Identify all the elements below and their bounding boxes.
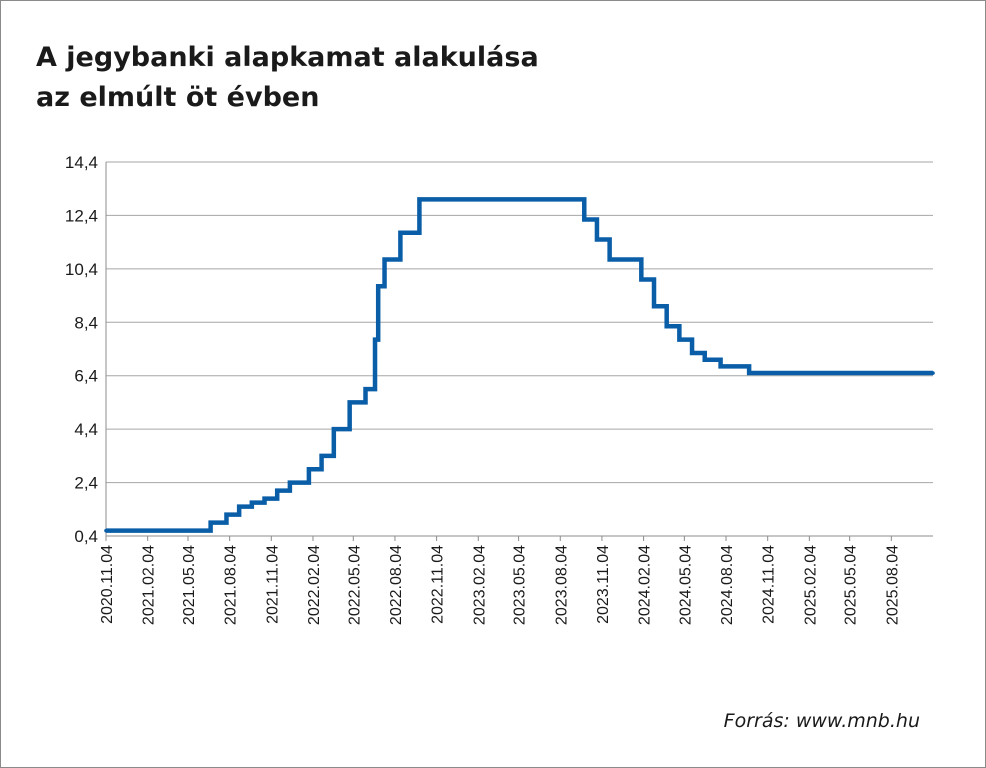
data-point-7	[288, 480, 292, 485]
data-point-13	[373, 337, 377, 342]
x-tick-label-14: 2024.05.04	[677, 545, 694, 625]
x-tick-label-13: 2024.02.04	[637, 545, 654, 625]
series-line-base-rate	[106, 197, 933, 533]
x-tick-label-4: 2021.11.04	[264, 545, 281, 624]
y-axis-ticks: 0,4 2,4 4,4 6,4 8,4 10,4 12,4 14,4	[65, 153, 98, 546]
data-point-0	[104, 528, 108, 533]
data-point-17	[417, 197, 422, 202]
data-point-8	[307, 467, 311, 472]
data-point-11	[347, 400, 352, 405]
x-tick-label-16: 2024.11.04	[761, 545, 778, 624]
data-point-28	[747, 371, 751, 375]
data-point-10	[332, 427, 336, 431]
gridlines	[106, 161, 933, 537]
data-point-25	[690, 351, 694, 355]
data-point-12	[363, 387, 368, 391]
x-tick-label-5: 2022.02.04	[306, 545, 323, 625]
data-point-5	[262, 496, 267, 501]
x-tick-label-15: 2024.08.04	[719, 545, 736, 625]
x-tick-label-3: 2021.08.04	[223, 545, 240, 625]
y-tick-label-7: 14,4	[65, 153, 98, 172]
x-tick-label-7: 2022.08.04	[388, 545, 405, 625]
data-point-20	[607, 257, 612, 262]
data-point-27	[718, 364, 723, 369]
y-tick-label-0: 0,4	[74, 527, 98, 546]
x-tick-label-12: 2023.11.04	[595, 545, 612, 624]
x-tick-label-1: 2021.02.04	[141, 545, 158, 625]
data-point-22	[652, 304, 656, 309]
chart-title-line-1: A jegybanki alapkamat alakulása	[36, 42, 539, 73]
source-note: Forrás: www.mnb.hu	[723, 710, 920, 732]
data-point-18	[582, 217, 587, 222]
series-layer	[104, 197, 935, 533]
x-tick-label-2: 2021.05.04	[181, 545, 198, 625]
x-tick-label-8: 2022.11.04	[430, 545, 447, 624]
data-point-6	[275, 488, 279, 493]
data-point-1	[208, 520, 213, 525]
y-tick-label-3: 6,4	[74, 367, 98, 386]
y-tick-label-4: 8,4	[74, 313, 98, 332]
x-tick-label-19: 2025.08.04	[884, 545, 901, 625]
data-point-24	[677, 337, 682, 342]
data-point-4	[250, 500, 254, 505]
data-point-19	[595, 237, 599, 242]
x-tick-label-18: 2025.05.04	[843, 545, 860, 625]
y-tick-label-5: 10,4	[65, 260, 98, 279]
data-point-3	[237, 504, 241, 509]
x-tick-label-10: 2023.05.04	[512, 545, 529, 625]
data-point-14	[376, 284, 380, 289]
x-tick-label-6: 2022.05.04	[346, 545, 363, 625]
x-axis: 2020.11.04 2021.02.04 2021.05.04 2021.08.04…	[99, 162, 933, 625]
data-point-23	[664, 324, 669, 329]
chart-title-line-2: az elmúlt öt évben	[36, 82, 320, 113]
data-point-9	[319, 454, 324, 458]
y-tick-label-6: 12,4	[65, 206, 98, 225]
data-point-15	[382, 257, 387, 262]
data-point-26	[702, 357, 707, 362]
y-tick-label-2: 4,4	[74, 420, 98, 439]
y-tick-label-1: 2,4	[74, 474, 98, 493]
data-point-29	[931, 371, 935, 375]
x-tick-label-11: 2023.08.04	[553, 545, 570, 625]
data-point-21	[639, 277, 644, 282]
data-point-16	[398, 230, 403, 235]
x-tick-label-0: 2020.11.04	[99, 545, 116, 624]
x-tick-label-17: 2025.02.04	[802, 545, 819, 625]
data-point-2	[224, 512, 229, 517]
chart-title: A jegybanki alapkamat alakulása az elmúl…	[36, 38, 539, 118]
x-tick-label-9: 2023.02.04	[471, 545, 488, 625]
